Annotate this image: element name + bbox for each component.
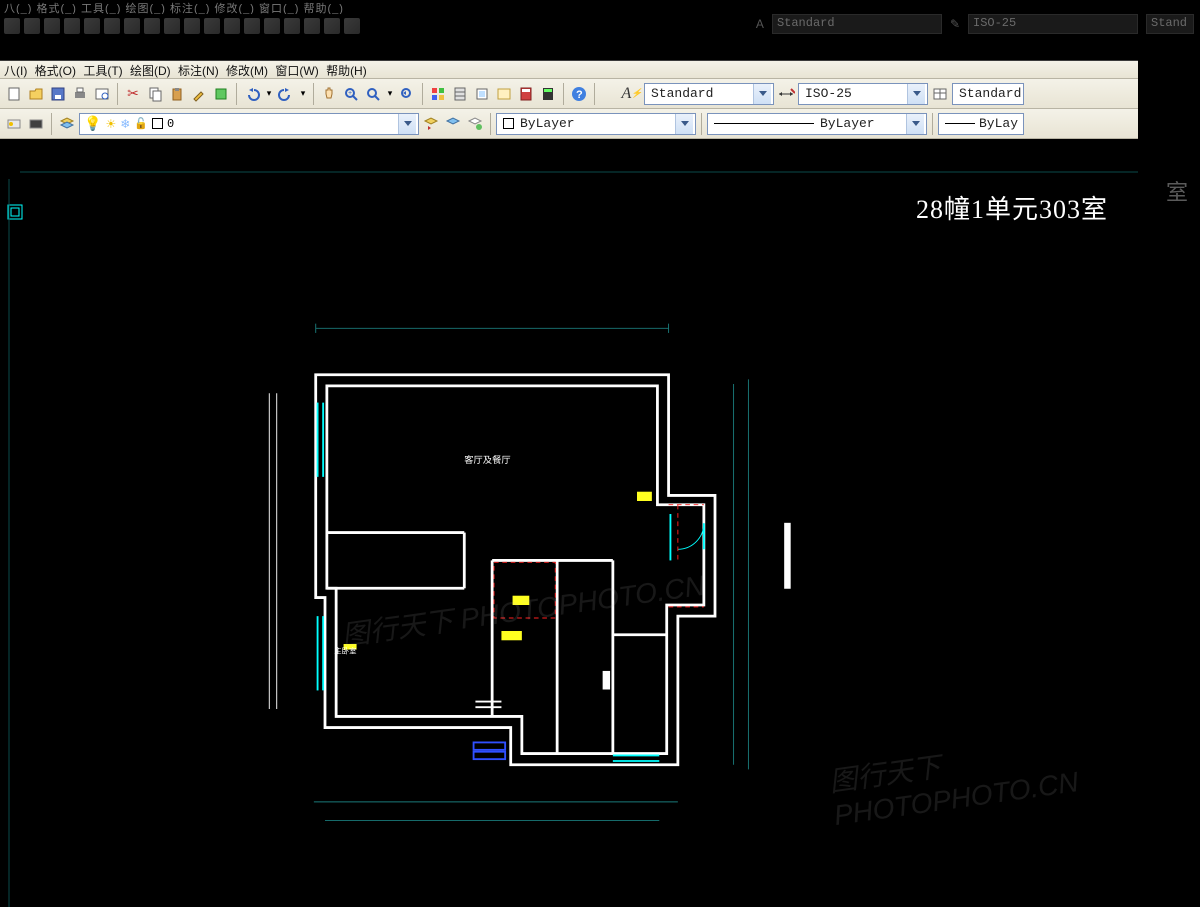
folder-open-icon[interactable] [26,84,46,104]
menu-draw[interactable]: 绘图(D) [130,64,171,78]
layer-match-icon[interactable] [443,114,463,134]
chevron-down-icon [907,84,925,104]
menu-tools[interactable]: 工具(T) [83,64,122,78]
color-swatch [152,118,163,129]
drawing-canvas[interactable]: 28幢1单元303室 [0,139,1138,907]
layer-previous-icon[interactable] [421,114,441,134]
crosshair-guides [0,139,1138,189]
linetype-dropdown[interactable]: ByLayer [707,113,927,135]
layer-manager-icon[interactable] [57,114,77,134]
chevron-down-icon [675,114,693,134]
chevron-down-icon [398,114,416,134]
layer-name: 0 [167,117,174,131]
zoom-window-icon[interactable] [363,84,383,104]
layer-states-icon[interactable] [4,114,24,134]
text-style-value: Standard [651,86,713,101]
table-style-icon[interactable] [930,84,950,104]
outer-style-dropdowns-faded: A Standard ✎ ISO-25 Stand [756,14,1194,34]
layer-isolate-icon[interactable] [465,114,485,134]
menubar: 八(I) 格式(O) 工具(T) 绘图(D) 标注(N) 修改(M) 窗口(W)… [0,61,1138,79]
cad-window: 八(I) 格式(O) 工具(T) 绘图(D) 标注(N) 修改(M) 窗口(W)… [0,60,1138,907]
undo-icon[interactable] [242,84,262,104]
printer-icon[interactable] [70,84,90,104]
brush-icon[interactable] [189,84,209,104]
room-label-living: 客厅及餐厅 [464,454,510,465]
tool-palette-icon[interactable] [450,84,470,104]
copy-icon[interactable] [145,84,165,104]
zoom-dropdown-icon[interactable]: ▾ [385,84,395,104]
svg-text:?: ? [576,89,583,101]
layer-filter-icon[interactable] [26,114,46,134]
file-new-icon[interactable] [4,84,24,104]
menu-format[interactable]: 格式(O) [35,64,76,78]
markup-icon[interactable] [494,84,514,104]
undo-dropdown-icon[interactable]: ▾ [264,84,274,104]
block-edit-icon[interactable] [211,84,231,104]
layers-toolbar: 💡 ☀ ❄ 🔓 0 ByLayer ByLayer ByLay [0,109,1138,139]
plot-preview-icon[interactable] [92,84,112,104]
chevron-down-icon [753,84,771,104]
help-icon[interactable]: ? [569,84,589,104]
outer-menubar-faded: 八(_) 格式(_) 工具(_) 绘图(_) 标注(_) 修改(_) 窗口(_)… [0,0,1200,14]
dim-style-dropdown[interactable]: ISO-25 [798,83,928,105]
menu-dimension[interactable]: 标注(N) [178,64,219,78]
redo-dropdown-icon[interactable]: ▾ [298,84,308,104]
text-style-icon[interactable]: A⚡ [622,84,642,104]
standard-toolbar: ✂ ▾ ▾ + ▾ ? A⚡ Standard ISO-25 [0,79,1138,109]
lineweight-dropdown[interactable]: ByLay [938,113,1024,135]
sheet-set-icon[interactable] [472,84,492,104]
dim-style-value: ISO-25 [805,86,852,101]
table-style-value: Standard [959,86,1021,101]
menu-insert[interactable]: 八(I) [4,64,27,78]
quickcalc-icon[interactable] [516,84,536,104]
svg-text:+: + [348,90,352,97]
text-style-dropdown[interactable]: Standard [644,83,774,105]
redo-icon[interactable] [276,84,296,104]
chevron-down-icon [906,114,924,134]
outer-title-faded: 室 [1166,175,1188,207]
drawing-title: 28幢1单元303室 [916,189,1108,226]
hand-icon[interactable] [319,84,339,104]
table-style-dropdown[interactable]: Standard [952,83,1024,105]
zoom-realtime-icon[interactable]: + [341,84,361,104]
menu-window[interactable]: 窗口(W) [275,64,318,78]
lightbulb-icon: 💡 [84,115,101,132]
linetype-value: ByLayer [820,116,875,131]
sun-icon: ☀ [105,117,116,131]
freeze-icon: ❄ [120,117,130,131]
lineweight-preview [945,123,975,124]
color-value: ByLayer [520,116,575,131]
calculator-icon[interactable] [538,84,558,104]
color-swatch [503,118,514,129]
dim-style-icon[interactable] [776,84,796,104]
scissors-icon[interactable]: ✂ [123,84,143,104]
room-label-bedroom: 主卧室 [334,645,356,655]
clipboard-icon[interactable] [167,84,187,104]
floor-plan: 客厅及餐厅 主卧室 [190,319,850,839]
disk-icon[interactable] [48,84,68,104]
crosshair-guides-v [0,139,30,907]
layer-dropdown[interactable]: 💡 ☀ ❄ 🔓 0 [79,113,419,135]
design-center-icon[interactable] [428,84,448,104]
menu-modify[interactable]: 修改(M) [226,64,268,78]
watermark: 图行天下 PHOTOPHOTO.CN [826,718,1141,832]
color-dropdown[interactable]: ByLayer [496,113,696,135]
lineweight-value: ByLay [979,116,1018,131]
lock-icon: 🔓 [134,117,148,130]
menu-help[interactable]: 帮助(H) [326,64,367,78]
zoom-previous-icon[interactable] [397,84,417,104]
linetype-preview [714,123,814,124]
